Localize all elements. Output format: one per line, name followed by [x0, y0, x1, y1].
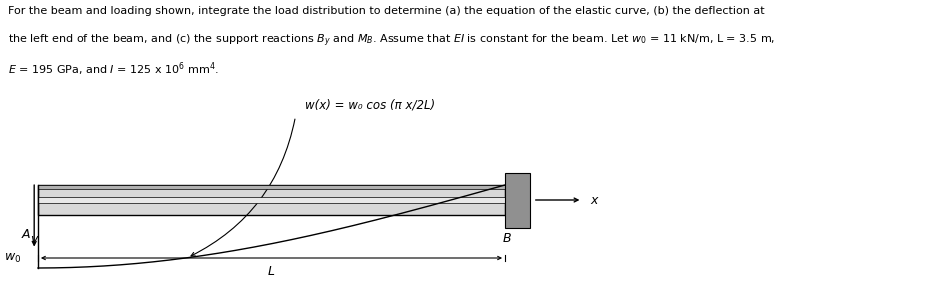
Bar	[38, 197, 505, 203]
Bar	[38, 185, 505, 215]
Text: $w_0$: $w_0$	[4, 252, 21, 265]
Text: For the beam and loading shown, integrate the load distribution to determine (a): For the beam and loading shown, integrat…	[8, 6, 764, 16]
Text: v: v	[30, 233, 38, 246]
Text: B: B	[503, 232, 511, 245]
Text: L: L	[268, 265, 275, 278]
Text: $E$ = 195 GPa, and $I$ = 125 x 10$^6$ mm$^4$.: $E$ = 195 GPa, and $I$ = 125 x 10$^6$ mm…	[8, 60, 219, 78]
Bar	[38, 185, 505, 189]
Text: the left end of the beam, and (c) the support reactions $B_y$ and $M_B$. Assume : the left end of the beam, and (c) the su…	[8, 33, 775, 49]
Text: A: A	[22, 228, 30, 241]
Text: x: x	[590, 193, 597, 206]
Text: w(x) = w₀ cos (π x/2L): w(x) = w₀ cos (π x/2L)	[305, 99, 435, 112]
Bar	[505, 173, 530, 228]
